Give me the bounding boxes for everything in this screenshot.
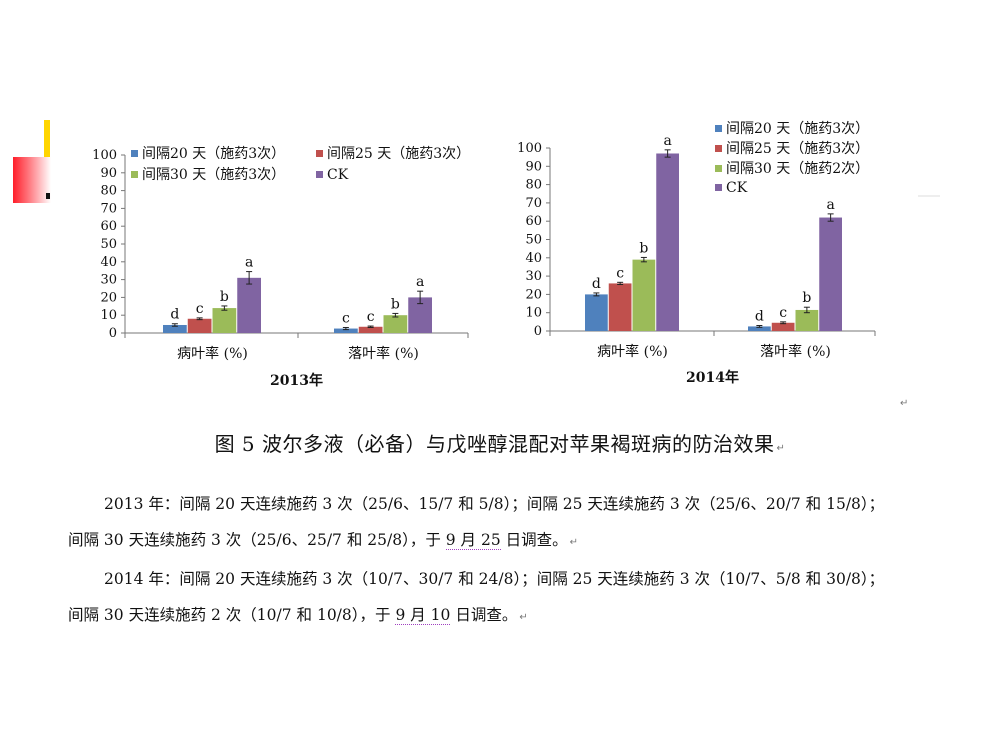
legend-swatch [715, 165, 722, 172]
legend-swatch [316, 171, 323, 178]
note-2014: 2014 年：间隔 20 天连续施药 3 次（10/7、30/7 和 24/8）… [68, 561, 898, 636]
significance-letter: d [755, 309, 764, 325]
chart-title: 2014年 [686, 369, 739, 386]
y-tick-label: 10 [525, 306, 542, 321]
note-2014-text: 2014 年：间隔 20 天连续施药 3 次（10/7、30/7 和 24/8）… [68, 570, 885, 624]
bar [819, 217, 842, 331]
bar [748, 326, 771, 331]
paragraph-mark: ↵ [776, 443, 786, 454]
y-tick-label: 40 [525, 251, 542, 266]
legend-label: 间隔25 天（施药3次） [327, 146, 470, 162]
bar [771, 322, 795, 331]
y-tick-label: 10 [100, 308, 117, 323]
figure-caption-text: 图 5 波尔多液（必备）与戊唑醇混配对苹果褐斑病的防治效果 [214, 432, 775, 456]
legend-swatch [131, 150, 138, 157]
bar [187, 318, 212, 333]
legend-label: 间隔30 天（施药2次） [726, 161, 869, 177]
significance-letter: c [779, 305, 787, 321]
bar [163, 324, 187, 333]
significance-letter: c [196, 301, 204, 317]
y-tick-label: 60 [525, 214, 542, 229]
paragraph-mark: ↵ [569, 537, 579, 548]
paragraph-mark: ↵ [900, 398, 909, 409]
legend-swatch [715, 145, 722, 152]
bar [585, 294, 608, 331]
bar [632, 259, 656, 331]
significance-letter: b [220, 289, 229, 305]
y-tick-label: 30 [525, 269, 542, 284]
decorative-line [918, 195, 940, 197]
y-tick-label: 40 [100, 255, 117, 270]
significance-letter: a [416, 274, 424, 290]
legend-label: CK [726, 180, 748, 196]
legend-swatch [316, 150, 323, 157]
x-category-label: 落叶率 (%) [760, 343, 831, 360]
legend-swatch [715, 125, 722, 132]
bar [656, 153, 679, 331]
decorative-dot [46, 193, 50, 199]
significance-letter: c [616, 265, 624, 281]
chart-title: 2013年 [270, 372, 323, 389]
y-tick-label: 0 [109, 326, 117, 341]
x-category-label: 落叶率 (%) [348, 345, 419, 362]
note-2013-text: 2013 年：间隔 20 天连续施药 3 次（25/6、15/7 和 5/8）；… [68, 495, 885, 549]
y-tick-label: 90 [525, 159, 542, 174]
y-tick-label: 70 [525, 196, 542, 211]
legend-label: 间隔20 天（施药3次） [142, 146, 285, 162]
y-tick-label: 50 [100, 237, 117, 252]
y-tick-label: 80 [100, 184, 117, 199]
figure-caption: 图 5 波尔多液（必备）与戊唑醇混配对苹果褐斑病的防治效果 ↵ [0, 428, 1000, 457]
significance-letter: a [245, 255, 253, 271]
significance-letter: d [170, 307, 179, 323]
note-2013: 2013 年：间隔 20 天连续施药 3 次（25/6、15/7 和 5/8）；… [68, 486, 898, 561]
bar [237, 277, 261, 333]
y-tick-label: 80 [525, 178, 542, 193]
y-tick-label: 50 [525, 233, 542, 248]
legend-label: 间隔30 天（施药3次） [142, 167, 285, 183]
y-tick-label: 90 [100, 166, 117, 181]
note-2014-end: 日调查。 [450, 606, 518, 624]
bar [383, 315, 408, 333]
legend-label: CK [327, 167, 349, 183]
significance-letter: a [663, 133, 671, 149]
significance-letter: d [592, 276, 601, 292]
paragraph-mark: ↵ [519, 612, 528, 623]
y-tick-label: 100 [517, 141, 542, 156]
significance-letter: b [802, 290, 811, 306]
legend-label: 间隔20 天（施药3次） [726, 121, 869, 137]
y-tick-label: 30 [100, 273, 117, 288]
legend-label: 间隔25 天（施药3次） [726, 141, 869, 157]
y-tick-label: 20 [100, 290, 117, 305]
bar [358, 326, 383, 333]
decorative-red-gradient [13, 157, 51, 203]
note-2014-date: 9 月 10 [395, 606, 451, 625]
y-tick-label: 60 [100, 219, 117, 234]
y-tick-label: 100 [92, 148, 117, 163]
legend-swatch [715, 184, 722, 191]
bar [608, 283, 632, 331]
bar [334, 328, 358, 333]
figure-notes: 2013 年：间隔 20 天连续施药 3 次（25/6、15/7 和 5/8）；… [68, 486, 898, 636]
legend-swatch [131, 171, 138, 178]
bar [795, 309, 819, 331]
significance-letter: a [826, 197, 834, 213]
significance-letter: b [639, 240, 648, 256]
note-2013-date: 9 月 25 [445, 531, 501, 550]
significance-letter: c [367, 309, 375, 325]
bar [408, 297, 432, 333]
x-category-label: 病叶率 (%) [177, 345, 248, 362]
y-tick-label: 20 [525, 287, 542, 302]
significance-letter: b [391, 296, 400, 312]
bar [212, 308, 237, 333]
y-tick-label: 0 [534, 324, 542, 339]
note-2013-end: 日调查。 [500, 531, 568, 549]
x-category-label: 病叶率 (%) [597, 343, 668, 360]
y-tick-label: 70 [100, 201, 117, 216]
significance-letter: c [342, 310, 350, 326]
